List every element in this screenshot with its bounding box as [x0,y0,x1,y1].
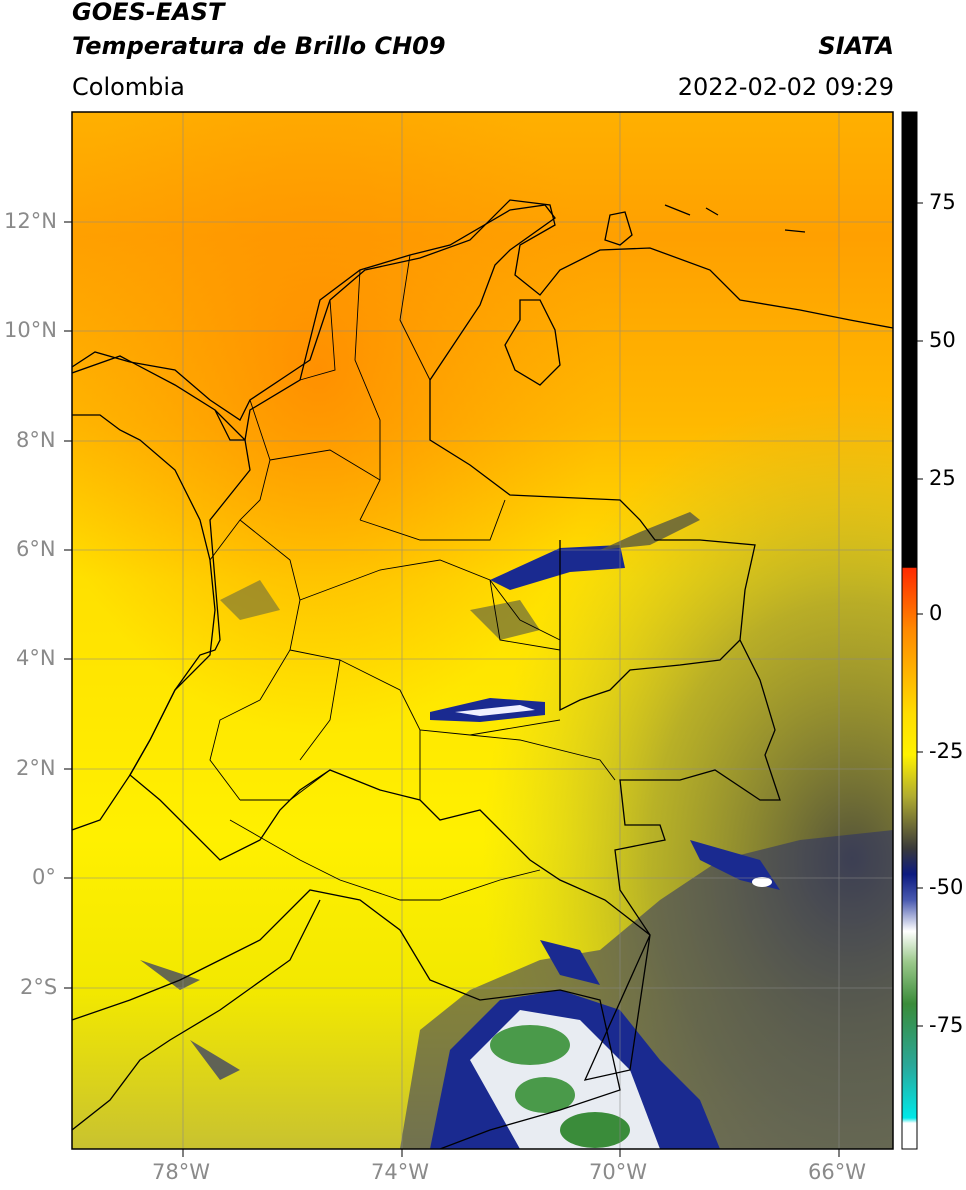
lat-label-6n: 6°N [16,537,56,561]
coast-caribbean [72,199,893,421]
product-title: Temperatura de Brillo CH09 [72,32,446,60]
colorbar-label-neg50: -50 [929,875,964,899]
coast-pacific [72,409,251,831]
boundaries [72,199,893,1149]
lat-label-12n: 12°N [4,209,57,233]
lat-label-8n: 8°N [16,428,56,452]
lon-label-66w: 66°W [808,1160,866,1184]
lat-label-10n: 10°N [4,318,57,342]
colombia-border [72,204,781,1081]
lat-label-0: 0° [32,865,56,889]
colorbar-label-25: 25 [929,466,956,490]
colorbar-frame [901,111,918,1150]
colorbar-label-50: 50 [929,328,956,352]
colorbar-ticks [917,202,923,1027]
lon-label-78w: 78°W [152,1160,210,1184]
brightness-temperature-field [72,112,893,1149]
colorbar-label-neg75: -75 [929,1013,964,1037]
ecuador-peru-border [72,889,521,1021]
colorbar [902,112,917,1149]
lat-label-4n: 4°N [16,646,56,670]
lon-label-74w: 74°W [371,1160,429,1184]
gridlines [72,112,893,1149]
source-label: SIATA [818,32,894,60]
curacao-aruba [664,204,806,233]
lon-label-70w: 70°W [589,1160,647,1184]
region-label: Colombia [72,73,185,101]
peru-coast [72,899,321,1131]
colorbar-label-75: 75 [929,190,956,214]
lat-label-2n: 2°N [16,756,56,780]
datetime-label: 2022-02-02 09:29 [677,73,894,101]
dept-lines [209,254,616,901]
colorbar-label-0: 0 [929,601,943,625]
map-frame [71,111,894,1150]
maracaibo-lake [504,299,561,386]
axis-ticks [64,221,840,1157]
brazil-peru-border [439,989,621,1149]
paraguana-peninsula [604,211,633,246]
lat-label-2s: 2°S [20,975,58,999]
satellite-title: GOES-EAST [72,0,225,26]
venezuela-brazil-border [559,540,741,712]
colorbar-label-neg25: -25 [929,739,964,763]
